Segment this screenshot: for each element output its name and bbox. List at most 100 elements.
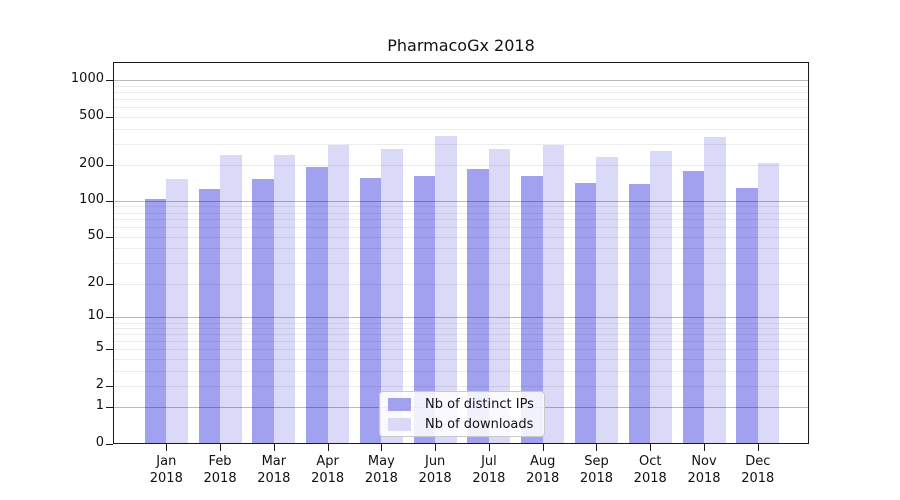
y-tick-label-10: 10 (87, 308, 104, 324)
bar-downloads-jun (435, 135, 457, 443)
x-tick-year-aug: 2018 (526, 471, 560, 486)
gridline-30 (114, 263, 808, 265)
x-tick-label-mar: Mar 2018 (244, 453, 304, 487)
gridline-2 (114, 385, 808, 387)
x-tick-sep (596, 444, 598, 451)
gridline-60 (114, 227, 808, 229)
gridline-80 (114, 212, 808, 214)
bar-ips-aug (521, 176, 543, 443)
bar-ips-nov (682, 171, 704, 443)
x-tick-year-sep: 2018 (579, 471, 613, 486)
gridline-700 (114, 99, 808, 101)
y-tick-100 (106, 200, 113, 202)
bar-downloads-may (381, 149, 403, 443)
x-tick-jul (488, 444, 490, 451)
gridline-5 (114, 349, 808, 351)
y-tick-label-1000: 1000 (70, 71, 104, 87)
gridline-300 (114, 143, 808, 145)
bar-ips-oct (628, 184, 651, 443)
y-tick-500 (106, 116, 113, 118)
bar-ips-feb (198, 189, 221, 443)
y-tick-1 (106, 407, 113, 409)
x-tick-label-aug: Aug 2018 (513, 453, 573, 487)
legend-label-distinct-ips: Nb of distinct IPs (425, 396, 534, 412)
y-tick-5 (106, 349, 113, 351)
gridline-90 (114, 206, 808, 208)
bar-downloads-feb (220, 154, 242, 443)
x-tick-feb (220, 444, 222, 451)
legend: Nb of distinct IPs Nb of downloads (379, 391, 545, 437)
gridline-10 (114, 317, 808, 319)
x-tick-label-apr: Apr 2018 (298, 453, 358, 487)
x-tick-nov (704, 444, 705, 451)
x-tick-label-oct: Oct 2018 (620, 453, 680, 487)
y-tick-label-20: 20 (87, 274, 104, 290)
bar-downloads-jan (166, 179, 188, 443)
gridline-20 (114, 283, 808, 285)
x-tick-label-jun: Jun 2018 (405, 453, 465, 487)
x-tick-year-oct: 2018 (633, 471, 667, 486)
x-tick-jan (166, 444, 168, 451)
x-tick-year-mar: 2018 (257, 471, 291, 486)
x-tick-jun (435, 444, 437, 451)
bar-ips-sep (574, 182, 597, 443)
bar-downloads-apr (327, 145, 350, 443)
plot-area (113, 62, 809, 444)
y-tick-label-50: 50 (87, 227, 104, 243)
x-tick-may (381, 444, 383, 451)
x-tick-label-sep: Sep 2018 (566, 453, 626, 487)
gridline-400 (114, 128, 808, 130)
y-tick-200 (106, 164, 113, 166)
x-tick-year-may: 2018 (364, 471, 398, 486)
y-tick-label-0: 0 (95, 434, 104, 450)
legend-swatch-downloads (388, 417, 411, 431)
x-tick-year-jan: 2018 (149, 471, 183, 486)
legend-item-distinct-ips: Nb of distinct IPs (388, 397, 536, 412)
bar-downloads-jul (488, 149, 511, 443)
bar-ips-may (359, 177, 382, 443)
x-tick-year-dec: 2018 (741, 471, 775, 486)
gridline-500 (114, 116, 808, 118)
gridline-50 (114, 236, 808, 238)
bar-downloads-sep (596, 156, 618, 443)
gridline-8 (114, 328, 808, 330)
bar-downloads-dec (757, 163, 780, 443)
x-tick-year-apr: 2018 (311, 471, 345, 486)
x-tick-aug (542, 444, 544, 451)
x-tick-label-jul: Jul 2018 (459, 453, 519, 487)
bar-downloads-nov (704, 137, 726, 443)
bar-ips-apr (306, 166, 328, 443)
y-tick-50 (106, 236, 113, 238)
bar-downloads-oct (650, 150, 672, 443)
gridline-800 (114, 92, 808, 94)
bar-ips-jan (144, 198, 167, 443)
legend-item-downloads: Nb of downloads (388, 417, 536, 432)
bar-ips-mar (252, 178, 274, 443)
x-tick-year-jun: 2018 (418, 471, 452, 486)
chart-title: PharmacoGx 2018 (387, 36, 535, 55)
x-tick-label-nov: Nov 2018 (674, 453, 734, 487)
y-tick-2 (106, 385, 113, 387)
gridline-3 (114, 370, 808, 372)
y-tick-label-2: 2 (95, 376, 104, 392)
y-tick-label-5: 5 (95, 340, 104, 356)
x-tick-year-nov: 2018 (687, 471, 721, 486)
x-tick-apr (327, 444, 329, 451)
gridline-900 (114, 85, 808, 87)
bar-ips-jun (413, 176, 436, 443)
y-tick-0 (106, 443, 113, 445)
bar-ips-jul (467, 168, 489, 443)
x-tick-label-jan: Jan 2018 (136, 453, 196, 487)
gridline-200 (114, 164, 808, 166)
x-tick-oct (650, 444, 652, 451)
gridline-7 (114, 334, 808, 336)
legend-label-downloads: Nb of downloads (425, 416, 534, 432)
gridline-6 (114, 341, 808, 343)
gridline-9 (114, 322, 808, 324)
x-tick-mar (273, 444, 275, 451)
gridline-40 (114, 248, 808, 250)
x-tick-label-may: May 2018 (351, 453, 411, 487)
x-tick-label-feb: Feb 2018 (190, 453, 250, 487)
gridline-70 (114, 219, 808, 221)
